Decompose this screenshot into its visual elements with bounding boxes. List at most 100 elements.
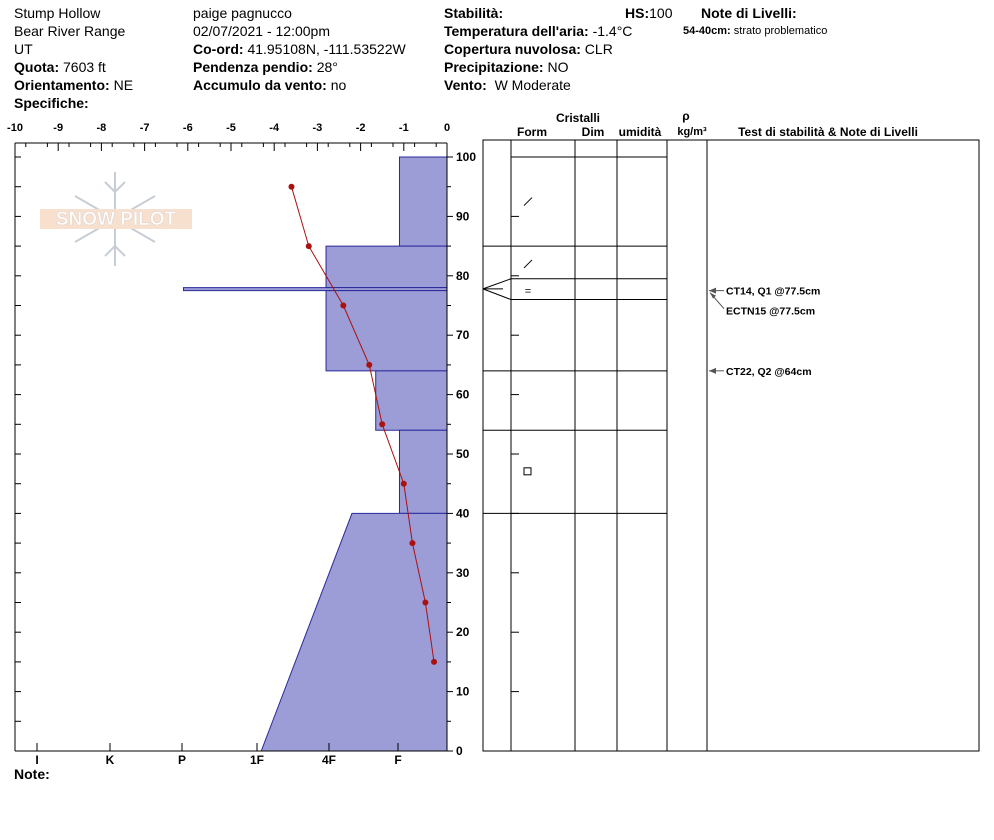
tests-header: Test di stabilità & Note di Livelli (738, 125, 918, 139)
wind-loading-label: Accumulo da vento: (193, 77, 327, 93)
test-pointer-arrow (709, 367, 716, 374)
slope-row: Pendenza pendio: 28° (193, 58, 406, 76)
crystal-form-symbol (523, 467, 532, 476)
location-name: Stump Hollow (14, 5, 101, 21)
air-temp-value: -1.4°C (592, 23, 633, 39)
density-unit-header: kg/m³ (677, 126, 707, 138)
temp-tick-label: -1 (399, 122, 409, 134)
left-axes: -10 -9 -8 -7 -6 -5 -4 -3 -2 -1 0I K P 1F 4F F (7, 122, 450, 767)
crystal-form-symbol (523, 197, 533, 206)
hardness-layers (182, 156, 448, 752)
layer-pinch-line (482, 278, 512, 290)
state-name: UT (14, 41, 33, 57)
wind-row: Vento: W Moderate (444, 76, 632, 94)
wind-loading-value: no (330, 77, 347, 93)
depth-tick-label: 40 (456, 506, 470, 520)
moisture-header: umidità (619, 125, 662, 139)
air-temp-label: Temperatura dell'aria: (444, 23, 589, 39)
size-header: Dim (582, 125, 605, 139)
depth-tick-label: 20 (456, 625, 470, 639)
stability-test-label: CT14, Q1 @77.5cm (726, 286, 820, 298)
crystal-form-symbol: = (525, 286, 531, 298)
hardness-tick-label: K (106, 753, 115, 767)
hs-label: HS: (625, 5, 650, 21)
temp-tick-label: -7 (140, 122, 150, 134)
crystal-form-symbol (523, 259, 533, 269)
depth-tick-label: 70 (456, 328, 470, 342)
aspect-label: Orientamento: (14, 77, 110, 93)
aspect-value: NE (113, 77, 134, 93)
test-pointer-arrow (710, 292, 716, 299)
hardness-tick-label: F (394, 753, 401, 767)
temperature-point (379, 421, 386, 428)
temp-tick-label: 0 (444, 122, 450, 134)
aspect-row: Orientamento: NE (14, 76, 133, 94)
depth-tick-label: 100 (456, 150, 476, 164)
temperature-point (409, 540, 416, 547)
watermark-band (40, 209, 192, 229)
observer-name: paige pagnucco (193, 5, 292, 21)
precip-value: NO (547, 59, 569, 75)
test-pointer-arrow (709, 287, 716, 294)
depth-tick-label: 30 (456, 566, 470, 580)
snowpilot-watermark: SNOW PILOT (40, 172, 192, 266)
elevation-label: Quota: (14, 59, 60, 75)
hardness-tick-label: 1F (250, 753, 264, 767)
temperature-profile (288, 183, 438, 665)
form-header: Form (517, 125, 547, 139)
coords-row: Co-ord: 41.95108N, -111.53522W (193, 40, 406, 58)
temp-tick-label: -10 (7, 122, 23, 134)
observation-datetime: 02/07/2021 - 12:00pm (193, 23, 330, 39)
wind-loading-row: Accumulo da vento: no (193, 76, 406, 94)
temperature-point (366, 361, 373, 368)
temp-tick-label: -2 (356, 122, 366, 134)
hardness-layer (375, 370, 448, 431)
hardness-layer (398, 156, 448, 247)
profile-table: Cristalli Form Dim umidità ρ kg/m³ Test di sta… (482, 109, 980, 752)
layer-note-range: 54-40cm: (683, 25, 731, 37)
range-name: Bear River Range (14, 23, 126, 39)
hardness-tick-label: P (178, 753, 186, 767)
notes-label: Note: (14, 766, 50, 782)
depth-tick-label: 50 (456, 447, 470, 461)
layer-note-text: strato problematico (733, 25, 828, 37)
wind-value: W Moderate (494, 77, 571, 93)
temp-tick-label: -8 (97, 122, 107, 134)
density-symbol-header: ρ (682, 109, 689, 123)
coords-value: 41.95108N, -111.53522W (247, 41, 406, 57)
site-info: Stump Hollow Bear River Range UT Quota: … (14, 4, 133, 112)
watermark-text: SNOW PILOT (56, 209, 177, 230)
stability-test-label: ECTN15 @77.5cm (726, 306, 815, 318)
air-temp-row: Temperatura dell'aria: -1.4°C (444, 22, 632, 40)
hardness-layer (260, 512, 448, 752)
temperature-point (422, 599, 429, 606)
temperature-point (288, 183, 295, 190)
hardness-layer (325, 245, 448, 289)
hardness-tick-label: 4F (322, 753, 336, 767)
temperature-point (340, 302, 347, 309)
stability-label: Stabilità: (444, 5, 504, 21)
elevation-value: 7603 ft (63, 59, 106, 75)
slope-value: 28° (316, 59, 338, 75)
depth-tick-label: 60 (456, 388, 470, 402)
temp-tick-label: -6 (183, 122, 193, 134)
temperature-point (400, 480, 407, 487)
elevation-row: Quota: 7603 ft (14, 58, 133, 76)
specifics-label: Specifiche: (14, 95, 89, 111)
slope-label: Pendenza pendio: (193, 59, 313, 75)
layer-note-entry: 54-40cm: strato problematico (683, 22, 827, 40)
observer-info: paige pagnucco 02/07/2021 - 12:00pm Co-o… (193, 4, 406, 94)
depth-tick-label: 80 (456, 269, 470, 283)
layer-notes-title: Note di Livelli: (701, 5, 797, 21)
temp-tick-label: -4 (269, 122, 280, 134)
depth-tick-label: 0 (456, 744, 463, 758)
stability-test-label: CT22, Q2 @64cm (726, 366, 812, 378)
precip-row: Precipitazione: NO (444, 58, 632, 76)
sky-value: CLR (584, 41, 613, 57)
layer-pinch-line (482, 288, 512, 301)
wind-label: Vento: (444, 77, 487, 93)
table-border (482, 139, 980, 752)
conditions-info: Stabilità: Temperatura dell'aria: -1.4°C… (444, 4, 632, 94)
crystals-header: Cristalli (556, 111, 600, 125)
temp-tick-label: -9 (53, 122, 63, 134)
